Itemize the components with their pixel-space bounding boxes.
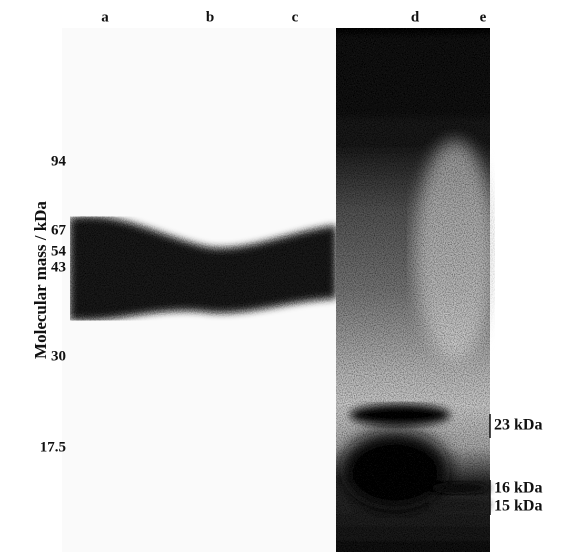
smear (70, 216, 336, 321)
y-axis-label: Molecular mass / kDa (31, 201, 50, 359)
marker-label: 17.5 (40, 439, 66, 455)
lane-label: c (292, 9, 299, 25)
lane-label: d (411, 9, 420, 25)
marker-label: 94 (51, 153, 67, 169)
gel-right (336, 28, 495, 552)
band-label: 15 kDa (494, 498, 542, 515)
marker-label: 43 (51, 259, 66, 275)
lane-label: a (101, 9, 109, 25)
band-label: 16 kDa (494, 480, 542, 497)
marker-label: 54 (51, 243, 67, 259)
lane-label: e (480, 9, 487, 25)
marker-label: 30 (51, 348, 66, 364)
band-label: 23 kDa (494, 417, 542, 434)
lane-label: b (206, 9, 214, 25)
marker-label: 67 (51, 222, 67, 238)
